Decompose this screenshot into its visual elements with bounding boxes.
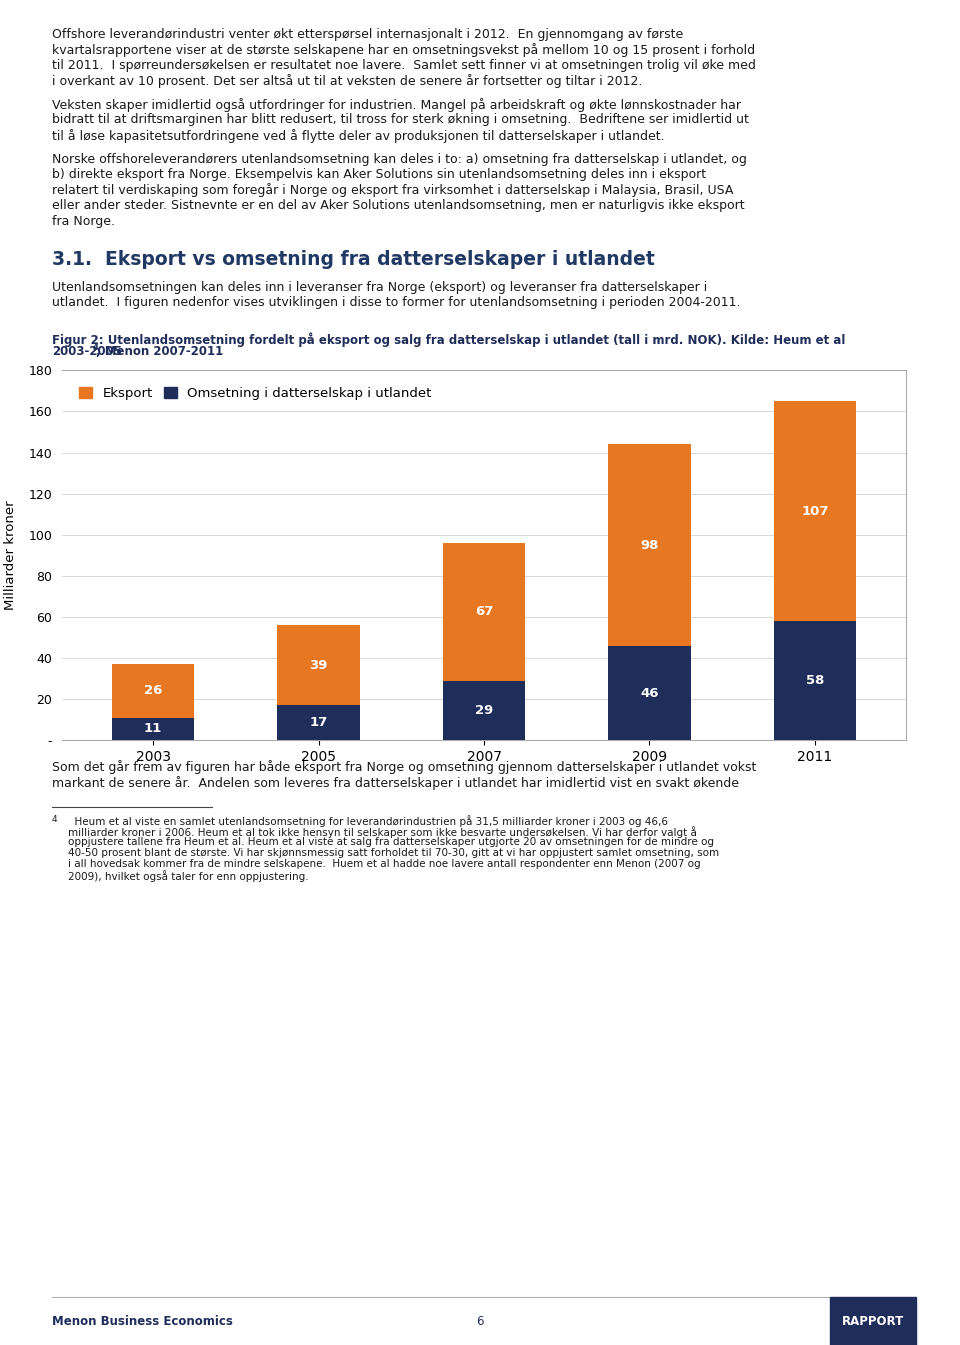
Text: bidratt til at driftsmarginen har blitt redusert, til tross for sterk økning i o: bidratt til at driftsmarginen har blitt … [52, 113, 749, 126]
Text: markant de senere år.  Andelen som leveres fra datterselskaper i utlandet har im: markant de senere år. Andelen som levere… [52, 776, 739, 790]
Text: 2003-2005: 2003-2005 [52, 346, 122, 358]
Text: 6: 6 [476, 1315, 484, 1328]
Text: Veksten skaper imidlertid også utfordringer for industrien. Mangel på arbeidskra: Veksten skaper imidlertid også utfordrin… [52, 98, 741, 112]
Text: 4: 4 [92, 343, 99, 352]
Text: 40-50 prosent blant de største. Vi har skjønnsmessig satt forholdet til 70-30, g: 40-50 prosent blant de største. Vi har s… [68, 847, 719, 858]
Text: 58: 58 [805, 674, 825, 687]
Text: 39: 39 [309, 659, 327, 671]
Text: til å løse kapasitetsutfordringene ved å flytte deler av produksjonen til datter: til å løse kapasitetsutfordringene ved å… [52, 129, 664, 143]
Text: 17: 17 [309, 717, 327, 729]
Text: 46: 46 [640, 686, 659, 699]
Text: i all hovedsak kommer fra de mindre selskapene.  Huem et al hadde noe lavere ant: i all hovedsak kommer fra de mindre sels… [68, 859, 701, 869]
Bar [111, 718, 194, 740]
Text: oppjustere tallene fra Heum et al. Heum et al viste at salg fra datterselskaper : oppjustere tallene fra Heum et al. Heum … [68, 837, 714, 847]
Text: 26: 26 [144, 685, 162, 698]
Text: i overkant av 10 prosent. Det ser altså ut til at veksten de senere år fortsette: i overkant av 10 prosent. Det ser altså … [52, 74, 642, 89]
Text: Offshore leverandørindustri venter økt etterspørsel internasjonalt i 2012.  En g: Offshore leverandørindustri venter økt e… [52, 28, 684, 40]
Text: 11: 11 [144, 722, 162, 736]
Bar [277, 625, 360, 705]
Text: 4: 4 [52, 815, 58, 824]
Text: fra Norge.: fra Norge. [52, 214, 115, 227]
Bar [830, 1297, 916, 1345]
Text: 107: 107 [802, 504, 828, 518]
Text: eller ander steder. Sistnevnte er en del av Aker Solutions utenlandsomsetning, m: eller ander steder. Sistnevnte er en del… [52, 199, 745, 213]
Text: 3.1.  Eksport vs omsetning fra datterselskaper i utlandet: 3.1. Eksport vs omsetning fra dattersels… [52, 250, 655, 269]
Text: milliarder kroner i 2006. Heum et al tok ikke hensyn til selskaper som ikke besv: milliarder kroner i 2006. Heum et al tok… [68, 826, 697, 838]
Text: kvartalsrapportene viser at de største selskapene har en omsetningsvekst på mell: kvartalsrapportene viser at de største s… [52, 43, 756, 58]
Text: relatert til verdiskaping som foregår i Norge og eksport fra virksomhet i datter: relatert til verdiskaping som foregår i … [52, 183, 733, 198]
Text: Norske offshoreleverandørers utenlandsomsetning kan deles i to: a) omsetning fra: Norske offshoreleverandørers utenlandsom… [52, 152, 747, 165]
Legend: Eksport, Omsetning i datterselskap i utlandet: Eksport, Omsetning i datterselskap i utl… [68, 377, 443, 412]
Bar [277, 705, 360, 740]
Text: b) direkte eksport fra Norge. Eksempelvis kan Aker Solutions sin utenlandsomsetn: b) direkte eksport fra Norge. Eksempelvi… [52, 168, 707, 182]
Bar [111, 664, 194, 718]
Bar [608, 444, 691, 646]
Bar [443, 681, 525, 740]
Text: utlandet.  I figuren nedenfor vises utviklingen i disse to former for utenlandso: utlandet. I figuren nedenfor vises utvik… [52, 296, 740, 309]
Y-axis label: Milliarder kroner: Milliarder kroner [4, 500, 17, 611]
Text: Menon Business Economics: Menon Business Economics [52, 1315, 233, 1328]
Text: Utenlandsomsetningen kan deles inn i leveranser fra Norge (eksport) og leveranse: Utenlandsomsetningen kan deles inn i lev… [52, 281, 708, 295]
Text: 29: 29 [475, 703, 493, 717]
Text: Heum et al viste en samlet utenlandsomsetning for leverandørindustrien på 31,5 m: Heum et al viste en samlet utenlandsomse… [68, 815, 668, 827]
Text: 2009), hvilket også taler for enn oppjustering.: 2009), hvilket også taler for enn oppjus… [68, 870, 308, 881]
Text: RAPPORT: RAPPORT [842, 1315, 904, 1328]
Text: 67: 67 [475, 605, 493, 619]
Text: Figur 2: Utenlandsomsetning fordelt på eksport og salg fra datterselskap i utlan: Figur 2: Utenlandsomsetning fordelt på e… [52, 332, 846, 347]
Text: 98: 98 [640, 538, 659, 551]
Bar [443, 543, 525, 681]
Text: Som det går frem av figuren har både eksport fra Norge og omsetning gjennom datt: Som det går frem av figuren har både eks… [52, 760, 756, 775]
Bar [608, 646, 691, 740]
Text: , Menon 2007-2011: , Menon 2007-2011 [96, 346, 224, 358]
Bar [774, 621, 856, 740]
Text: til 2011.  I spørreundersøkelsen er resultatet noe lavere.  Samlet sett finner v: til 2011. I spørreundersøkelsen er resul… [52, 59, 756, 73]
Bar [774, 401, 856, 621]
